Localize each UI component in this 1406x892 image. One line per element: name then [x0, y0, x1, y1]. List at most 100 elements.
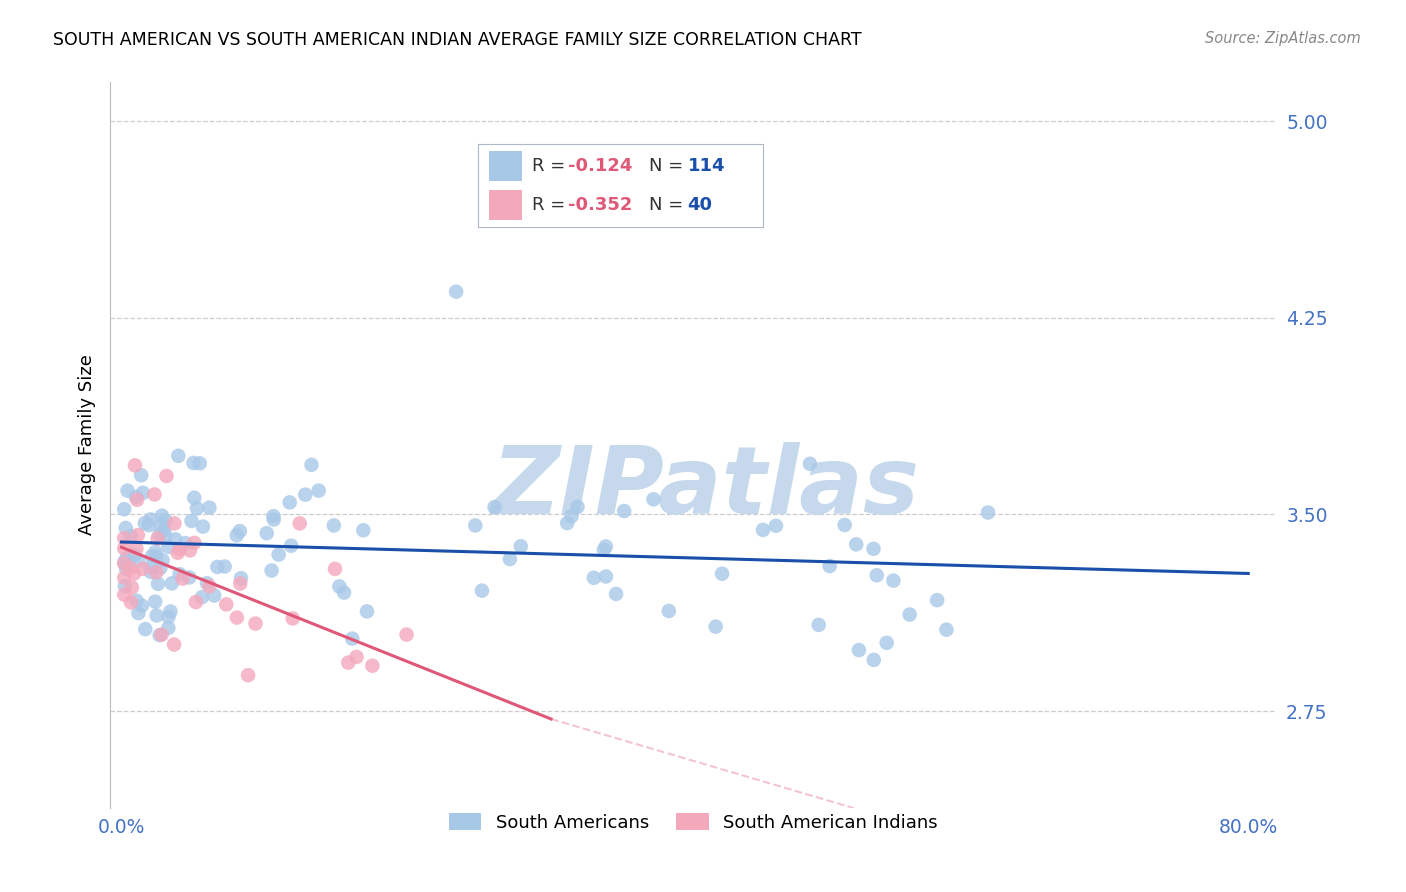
Point: [876, 636, 898, 650]
Point: [112, 588, 135, 602]
Point: [155, 469, 177, 483]
Point: [157, 540, 180, 554]
Point: [145, 549, 167, 564]
Point: [184, 595, 207, 609]
Point: [765, 518, 787, 533]
Point: [191, 591, 214, 605]
Point: [202, 589, 225, 603]
Point: [149, 628, 172, 642]
Point: [308, 483, 330, 498]
Point: [484, 500, 506, 514]
Point: [207, 560, 229, 574]
Point: [342, 632, 364, 646]
Point: [183, 456, 205, 470]
Point: [752, 523, 775, 537]
Point: [183, 491, 205, 505]
Point: [125, 490, 148, 504]
Point: [157, 609, 180, 624]
Point: [112, 571, 135, 585]
Point: [134, 516, 156, 531]
Point: [567, 500, 589, 514]
Point: [159, 605, 181, 619]
Point: [245, 616, 267, 631]
Point: [114, 579, 136, 593]
Point: [167, 449, 190, 463]
Point: [288, 516, 311, 531]
Point: [464, 518, 486, 533]
Point: [145, 608, 167, 623]
Point: [866, 568, 889, 582]
Point: [139, 560, 162, 574]
Point: [125, 593, 148, 607]
Point: [263, 512, 285, 526]
Point: [124, 458, 146, 473]
Point: [179, 570, 201, 584]
Point: [120, 561, 142, 575]
Point: [595, 569, 617, 583]
Point: [143, 487, 166, 501]
Point: [152, 553, 174, 567]
Text: Source: ZipAtlas.com: Source: ZipAtlas.com: [1205, 31, 1361, 46]
Point: [163, 638, 186, 652]
Point: [180, 514, 202, 528]
Point: [141, 549, 163, 564]
Point: [882, 574, 904, 588]
Point: [862, 653, 884, 667]
Point: [125, 492, 148, 507]
Point: [281, 611, 304, 625]
Point: [229, 571, 252, 585]
Point: [157, 621, 180, 635]
Point: [131, 562, 153, 576]
Point: [198, 500, 221, 515]
Point: [127, 554, 149, 568]
Point: [294, 488, 316, 502]
Point: [112, 557, 135, 571]
Point: [807, 618, 830, 632]
Point: [346, 649, 368, 664]
Point: [267, 548, 290, 562]
Point: [122, 566, 145, 581]
Point: [352, 523, 374, 537]
Point: [613, 504, 636, 518]
Point: [845, 537, 868, 551]
Point: [129, 468, 152, 483]
Point: [328, 579, 350, 593]
Point: [215, 598, 238, 612]
Point: [927, 593, 949, 607]
Point: [115, 562, 138, 576]
Point: [120, 595, 142, 609]
Point: [146, 577, 169, 591]
Point: [117, 483, 139, 498]
Point: [115, 551, 138, 566]
Point: [195, 576, 218, 591]
Legend: South Americans, South American Indians: South Americans, South American Indians: [441, 805, 945, 839]
Point: [704, 619, 727, 633]
Point: [560, 509, 582, 524]
Text: SOUTH AMERICAN VS SOUTH AMERICAN INDIAN AVERAGE FAMILY SIZE CORRELATION CHART: SOUTH AMERICAN VS SOUTH AMERICAN INDIAN …: [53, 31, 862, 49]
Point: [145, 545, 167, 559]
Point: [301, 458, 323, 472]
Point: [848, 643, 870, 657]
Point: [361, 658, 384, 673]
Point: [280, 539, 302, 553]
Point: [179, 543, 201, 558]
Point: [150, 519, 173, 533]
Point: [112, 502, 135, 516]
Point: [153, 523, 176, 537]
Point: [149, 561, 172, 575]
Point: [898, 607, 921, 622]
Point: [114, 521, 136, 535]
Point: [595, 540, 617, 554]
Point: [121, 581, 143, 595]
Point: [112, 541, 135, 556]
Point: [593, 543, 616, 558]
Point: [143, 594, 166, 608]
Point: [191, 519, 214, 533]
Point: [127, 528, 149, 542]
Point: [229, 524, 252, 538]
Point: [862, 541, 884, 556]
Point: [125, 541, 148, 556]
Point: [977, 506, 1000, 520]
Point: [582, 571, 605, 585]
Point: [160, 576, 183, 591]
